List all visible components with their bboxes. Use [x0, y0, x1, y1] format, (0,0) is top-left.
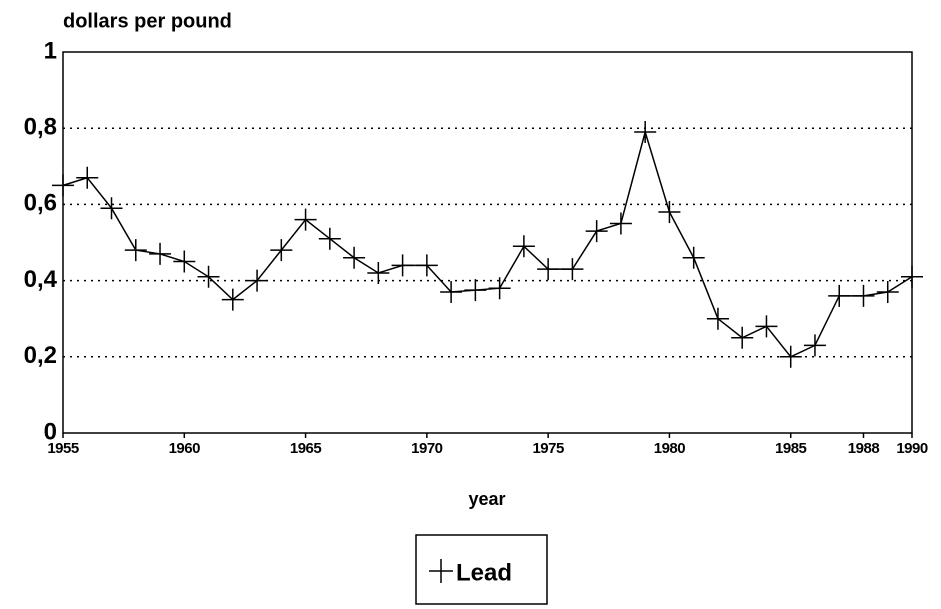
point-marker	[585, 220, 608, 243]
legend-label: Lead	[456, 559, 512, 586]
point-marker	[294, 208, 317, 231]
point-marker	[658, 201, 681, 224]
point-marker	[100, 197, 123, 220]
legend-box	[415, 534, 548, 605]
plot-frame	[62, 51, 913, 434]
x-tick-label: 1970	[411, 440, 443, 457]
point-marker	[876, 281, 899, 304]
point-marker	[270, 239, 293, 262]
y-tick-label: 0,6	[24, 190, 57, 217]
y-tick-label: 0	[44, 418, 57, 445]
legend-marker	[429, 559, 453, 583]
y-tick-label: 0,8	[24, 114, 57, 141]
point-marker	[246, 269, 269, 292]
series-line	[62, 129, 913, 358]
point-marker	[852, 284, 875, 307]
point-marker	[731, 326, 754, 349]
point-marker	[779, 345, 802, 368]
point-marker	[221, 288, 244, 311]
point-marker	[706, 307, 729, 330]
point-marker	[149, 242, 172, 265]
point-marker	[609, 212, 632, 235]
x-tick-label: 1965	[290, 440, 322, 457]
point-marker	[52, 174, 74, 197]
point-marker	[391, 254, 414, 277]
point-marker	[318, 227, 341, 250]
point-marker	[512, 235, 535, 258]
point-marker	[901, 265, 923, 288]
x-tick-label: 1960	[169, 440, 201, 457]
point-marker	[464, 279, 487, 302]
y-tick-label: 0,4	[24, 266, 58, 293]
y-tick-label: 0,2	[24, 342, 57, 369]
point-marker	[173, 250, 196, 273]
point-marker	[415, 254, 438, 277]
point-marker	[124, 239, 147, 262]
y-tick-label: 1	[44, 37, 57, 64]
point-marker	[537, 258, 560, 281]
point-marker	[755, 315, 778, 338]
point-marker	[440, 281, 463, 304]
point-marker	[343, 246, 366, 269]
point-marker	[488, 277, 511, 300]
x-tick-label: 1990	[896, 440, 928, 457]
point-marker	[634, 121, 657, 144]
x-tick-label: 1975	[532, 440, 564, 457]
x-tick-label: 1955	[47, 440, 79, 457]
point-marker	[803, 334, 826, 357]
point-marker	[828, 284, 851, 307]
point-marker	[367, 261, 390, 284]
y-axis-label: dollars per pound	[63, 10, 232, 32]
x-tick-label: 1980	[654, 440, 686, 457]
x-axis-label: year	[468, 489, 505, 509]
point-marker	[197, 265, 220, 288]
point-marker	[682, 246, 705, 269]
point-marker	[561, 258, 584, 281]
x-tick-label: 1988	[848, 440, 880, 457]
x-tick-label: 1985	[775, 440, 807, 457]
point-marker	[76, 166, 99, 189]
